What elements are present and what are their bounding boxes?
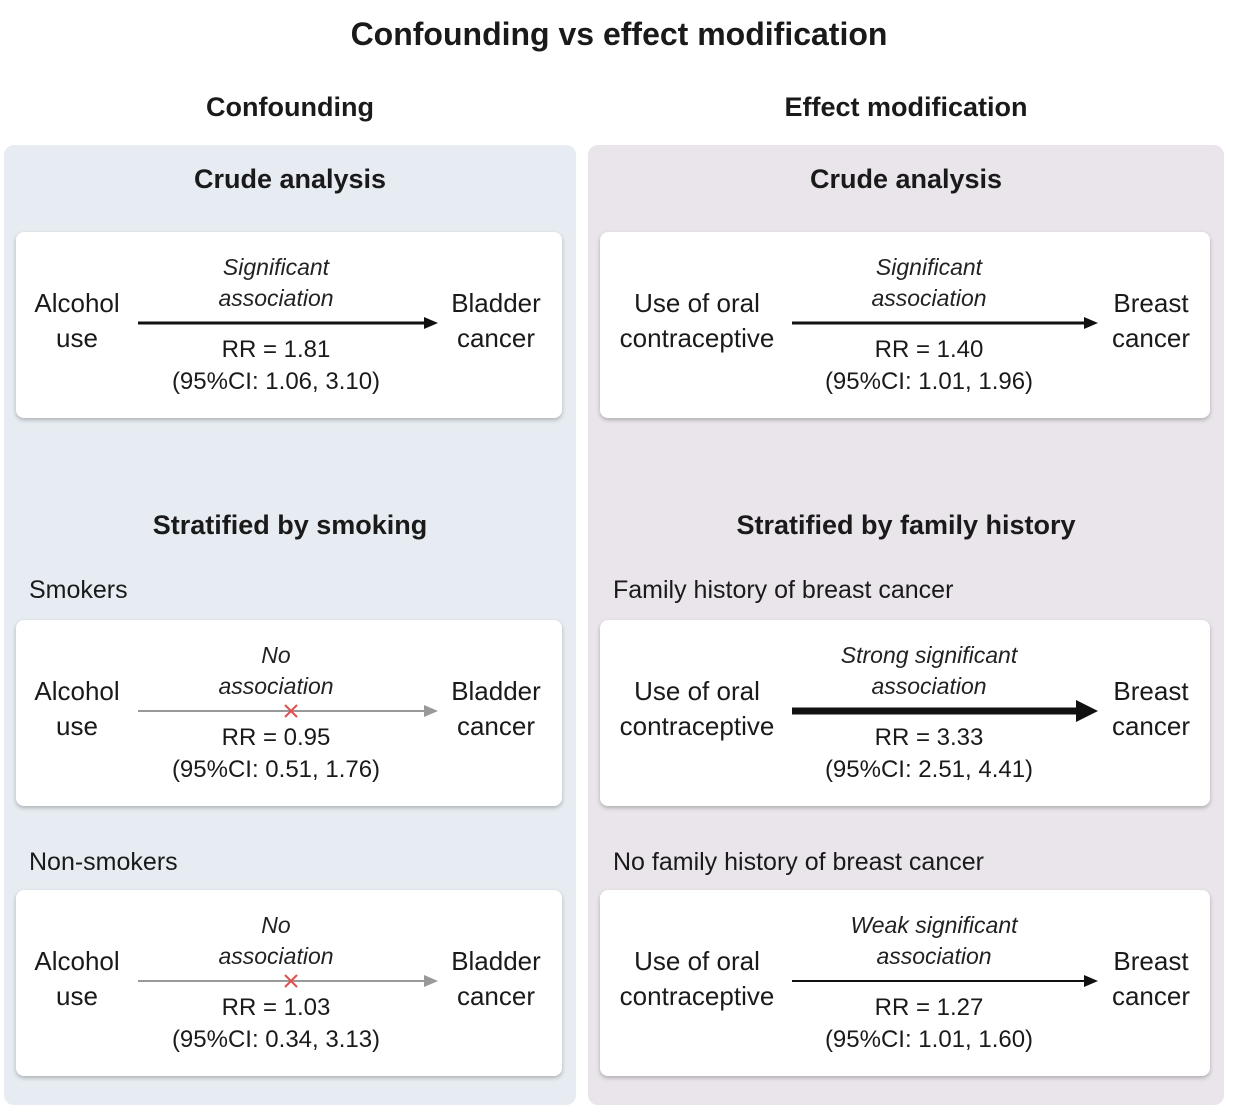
outcome-node: Bladder cancer [451,286,541,356]
arrow-head [1076,700,1098,722]
rr-text: RR = 1.81 (95%CI: 1.06, 3.10) [172,334,380,398]
association-card: Use of oral contraceptive Breast cancer St… [600,620,1210,806]
rr-text: RR = 0.95 (95%CI: 0.51, 1.76) [172,722,380,786]
outcome-node: Bladder cancer [451,944,541,1014]
no-association-x-icon [284,974,298,988]
association-card: Alcohol use Bladder cancer Significant ass… [16,232,562,418]
association-label: Strong significant association [840,642,1018,699]
confidence-interval: (95%CI: 0.34, 3.13) [171,1026,381,1053]
confounding-stratified-heading: Stratified by smoking [152,510,428,540]
outcome-text: Breast cancer [1111,676,1191,741]
association-card: Use of oral contraceptive Breast cancer We… [600,890,1210,1076]
association-label: Significant association [218,254,334,311]
outcome-text: Bladder cancer [451,288,541,353]
association-card: Alcohol use Bladder cancer No association R… [16,620,562,806]
no-association-x-icon [284,704,298,718]
rr-text: RR = 1.40 (95%CI: 1.01, 1.96) [825,334,1033,398]
association-arrow [792,317,1098,329]
confidence-interval: (95%CI: 2.51, 4.41) [824,756,1034,783]
rr-value: RR = 3.33 [874,724,984,751]
outcome-node: Breast cancer [1112,944,1190,1014]
association-card: Use of oral contraceptive Breast cancer Si… [600,232,1210,418]
confounding-heading: Confounding [206,92,374,122]
arrow-head [424,975,438,987]
rr-text: RR = 1.27 (95%CI: 1.01, 1.60) [825,992,1033,1056]
confidence-interval: (95%CI: 1.01, 1.60) [824,1026,1034,1053]
association-arrow [792,975,1098,987]
confidence-interval: (95%CI: 1.01, 1.96) [824,368,1034,395]
outcome-text: Bladder cancer [451,946,541,1011]
association-label: No association [218,642,334,699]
outcome-node: Breast cancer [1112,674,1190,744]
effect-modification-crude-heading: Crude analysis [809,164,1003,194]
association-label: No association [218,912,334,969]
association-arrow [138,704,438,718]
confounding-crude-heading: Crude analysis [193,164,387,194]
rr-value: RR = 1.40 [874,336,984,363]
association-label: Weak significant association [850,912,1018,969]
rr-value: RR = 1.27 [874,994,984,1021]
exposure-node: Alcohol use [34,944,119,1014]
rr-value: RR = 1.03 [221,994,331,1021]
arrow-head [1084,975,1098,987]
outcome-node: Breast cancer [1112,286,1190,356]
association-arrow [138,317,438,329]
exposure-node: Alcohol use [34,674,119,744]
exposure-text: Alcohol use [34,288,120,353]
association-arrow [792,700,1098,722]
rr-text: RR = 1.03 (95%CI: 0.34, 3.13) [172,992,380,1056]
exposure-text: Use of oral contraceptive [619,676,775,741]
outcome-node: Bladder cancer [451,674,541,744]
figure-title: Confounding vs effect modification [350,16,888,52]
exposure-text: Alcohol use [34,676,120,741]
association-arrow [138,974,438,988]
outcome-text: Bladder cancer [451,676,541,741]
effect-modification-heading: Effect modification [784,92,1028,122]
association-label: Significant association [871,254,987,311]
exposure-text: Use of oral contraceptive [619,288,775,353]
exposure-node: Use of oral contraceptive [620,286,775,356]
arrow-head [1084,317,1098,329]
exposure-node: Use of oral contraceptive [620,674,775,744]
exposure-text: Alcohol use [34,946,120,1011]
outcome-text: Breast cancer [1111,288,1191,353]
arrow-head [424,317,438,329]
effect-modification-stratified-heading: Stratified by family history [736,510,1076,540]
stratum-label: Smokers [29,576,128,604]
stratum-label: No family history of breast cancer [613,848,984,876]
association-card: Alcohol use Bladder cancer No association R… [16,890,562,1076]
rr-value: RR = 1.81 [221,336,331,363]
exposure-node: Use of oral contraceptive [620,944,775,1014]
arrow-head [424,705,438,717]
stratum-label: Family history of breast cancer [613,576,954,604]
stratum-label: Non-smokers [29,848,178,876]
outcome-text: Breast cancer [1111,946,1191,1011]
exposure-node: Alcohol use [34,286,119,356]
rr-value: RR = 0.95 [221,724,331,751]
exposure-text: Use of oral contraceptive [619,946,775,1011]
rr-text: RR = 3.33 (95%CI: 2.51, 4.41) [825,722,1033,786]
confidence-interval: (95%CI: 0.51, 1.76) [171,756,381,783]
confidence-interval: (95%CI: 1.06, 3.10) [171,368,381,395]
